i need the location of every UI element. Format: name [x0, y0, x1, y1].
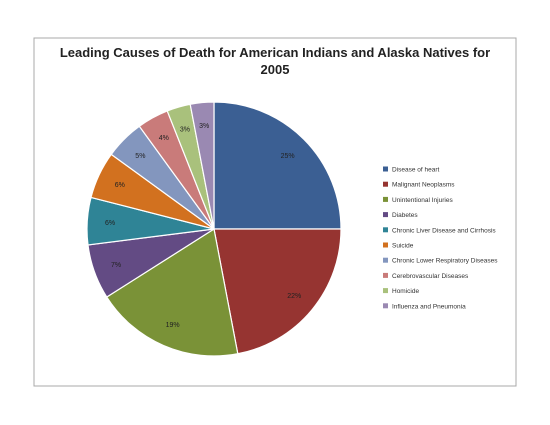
legend-swatch-diabetes	[383, 212, 388, 218]
data-label-unintentional-injuries: 19%	[166, 322, 180, 329]
data-label-chronic-liver-disease-and-cirrhosis: 6%	[105, 220, 115, 227]
legend-label-disease-of-heart: Disease of heart	[392, 167, 440, 174]
legend-label-influenza-and-pneumonia: Influenza and Pneumonia	[392, 303, 466, 310]
data-label-cerebrovascular-diseases: 4%	[159, 135, 169, 142]
pie-slice-disease-of-heart	[213, 101, 342, 230]
chart-title-line-2: 2005	[261, 62, 290, 77]
data-label-diabetes: 7%	[111, 262, 121, 269]
legend-swatch-disease-of-heart	[383, 166, 388, 172]
legend-swatch-influenza-and-pneumonia	[383, 303, 388, 309]
legend-label-diabetes: Diabetes	[392, 212, 418, 219]
data-label-chronic-lower-respiratory-diseases: 5%	[135, 153, 145, 160]
pie-slices	[86, 101, 342, 357]
legend-label-cerebrovascular-diseases: Cerebrovascular Diseases	[392, 273, 469, 280]
legend-label-homicide: Homicide	[392, 288, 419, 295]
chart-title-line-1: Leading Causes of Death for American Ind…	[60, 45, 490, 60]
legend-swatch-cerebrovascular-diseases	[383, 272, 388, 278]
pie-data-labels: 25% 22% 19% 7% 6% 6% 5% 4% 3% 3%	[105, 123, 301, 329]
data-label-malignant-neoplasms: 22%	[287, 293, 301, 300]
legend-label-malignant-neoplasms: Malignant Neoplasms	[392, 182, 455, 189]
pie-slice-influenza-and-pneumonia	[189, 101, 215, 230]
legend-swatch-chronic-liver-disease-and-cirrhosis	[383, 227, 388, 233]
legend-swatch-malignant-neoplasms	[383, 181, 388, 187]
legend-label-suicide: Suicide	[392, 243, 414, 250]
data-label-homicide: 3%	[180, 126, 190, 133]
legend: Disease of heart Malignant Neoplasms Unint…	[383, 166, 498, 310]
data-label-disease-of-heart: 25%	[281, 153, 295, 160]
legend-label-chronic-lower-respiratory-diseases: Chronic Lower Respiratory Diseases	[392, 258, 498, 265]
pie-slice-unintentional-injuries	[105, 228, 239, 357]
data-label-influenza-and-pneumonia: 3%	[199, 123, 209, 130]
data-label-suicide: 6%	[115, 182, 125, 189]
legend-label-chronic-liver-disease-and-cirrhosis: Chronic Liver Disease and Cirrhosis	[392, 227, 496, 234]
legend-swatch-chronic-lower-respiratory-diseases	[383, 257, 388, 263]
legend-swatch-homicide	[383, 288, 388, 294]
legend-label-unintentional-injuries: Unintentional Injuries	[392, 197, 453, 204]
legend-swatch-suicide	[383, 242, 388, 248]
legend-swatch-unintentional-injuries	[383, 196, 388, 202]
pie-slice-malignant-neoplasms	[213, 228, 342, 355]
